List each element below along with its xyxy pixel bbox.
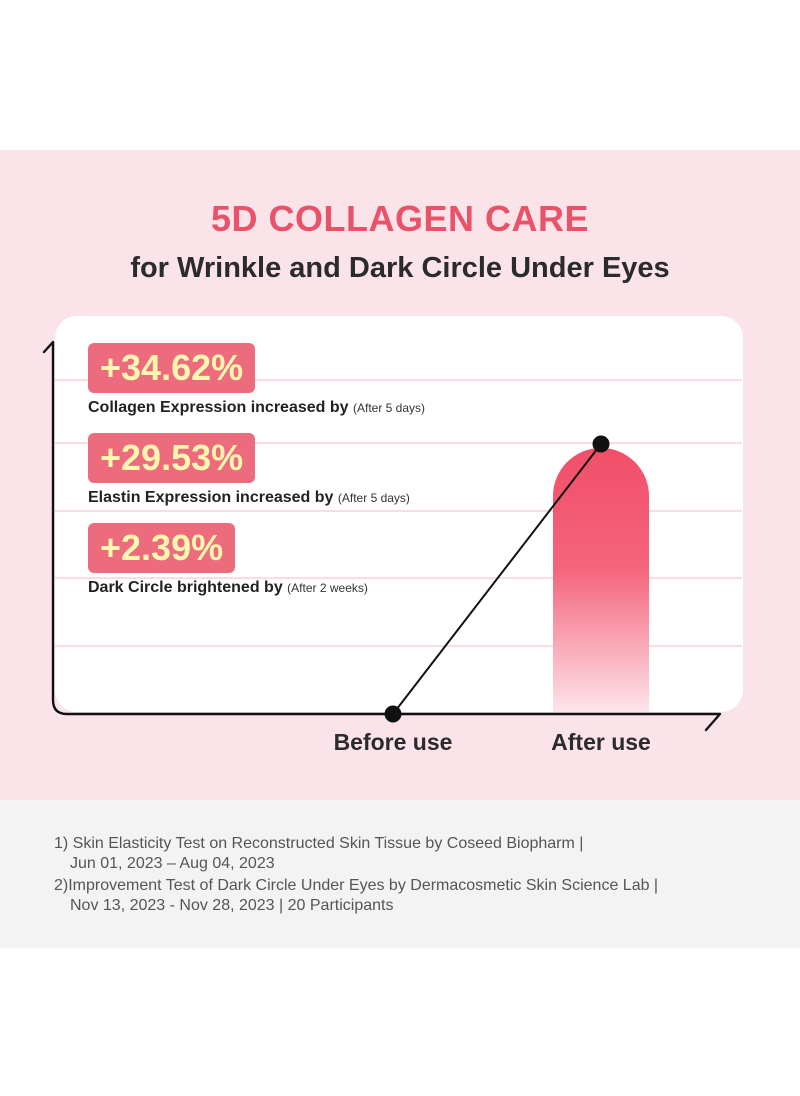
stat-value-badge: +2.39% <box>88 523 236 573</box>
stat-elastin: +29.53% Elastin Expression increased by … <box>88 433 410 507</box>
footnote-line: Nov 13, 2023 - Nov 28, 2023 | 20 Partici… <box>70 897 394 914</box>
stat-value-badge: +29.53% <box>88 433 256 483</box>
page-subtitle: for Wrinkle and Dark Circle Under Eyes <box>130 252 670 284</box>
stat-collagen: +34.62% Collagen Expression increased by… <box>88 343 425 417</box>
stat-dark-circle: +2.39% Dark Circle brightened by (After … <box>88 523 368 597</box>
axes <box>42 340 722 732</box>
footnote-line: 1) Skin Elasticity Test on Reconstructed… <box>54 835 584 852</box>
stat-label: Dark Circle brightened by (After 2 weeks… <box>88 579 368 597</box>
chart: Before use After use <box>42 340 742 755</box>
stat-label: Elastin Expression increased by (After 5… <box>88 489 410 507</box>
data-point <box>592 435 610 453</box>
data-point <box>384 705 402 723</box>
footnote-1: 1) Skin Elasticity Test on Reconstructed… <box>54 834 583 874</box>
footnote-2: 2)Improvement Test of Dark Circle Under … <box>54 876 658 916</box>
trend-line <box>392 443 602 715</box>
stat-note: (After 5 days) <box>353 401 426 415</box>
footnote-line: Jun 01, 2023 – Aug 04, 2023 <box>70 855 275 872</box>
stat-label: Collagen Expression increased by (After … <box>88 399 425 417</box>
stat-label-text: Collagen Expression increased by <box>88 399 349 416</box>
stat-value-badge: +34.62% <box>88 343 256 393</box>
x-tick-label: After use <box>551 729 651 755</box>
stat-label-text: Elastin Expression increased by <box>88 489 334 506</box>
stat-note: (After 5 days) <box>337 491 410 505</box>
footnote-line: 2)Improvement Test of Dark Circle Under … <box>54 877 659 894</box>
stat-note: (After 2 weeks) <box>287 581 368 595</box>
x-tick-label: Before use <box>334 729 453 755</box>
page-title: 5D COLLAGEN CARE <box>210 198 590 239</box>
bar <box>553 448 649 714</box>
footnotes-section: 1) Skin Elasticity Test on Reconstructed… <box>0 800 800 948</box>
stat-label-text: Dark Circle brightened by <box>88 579 283 596</box>
